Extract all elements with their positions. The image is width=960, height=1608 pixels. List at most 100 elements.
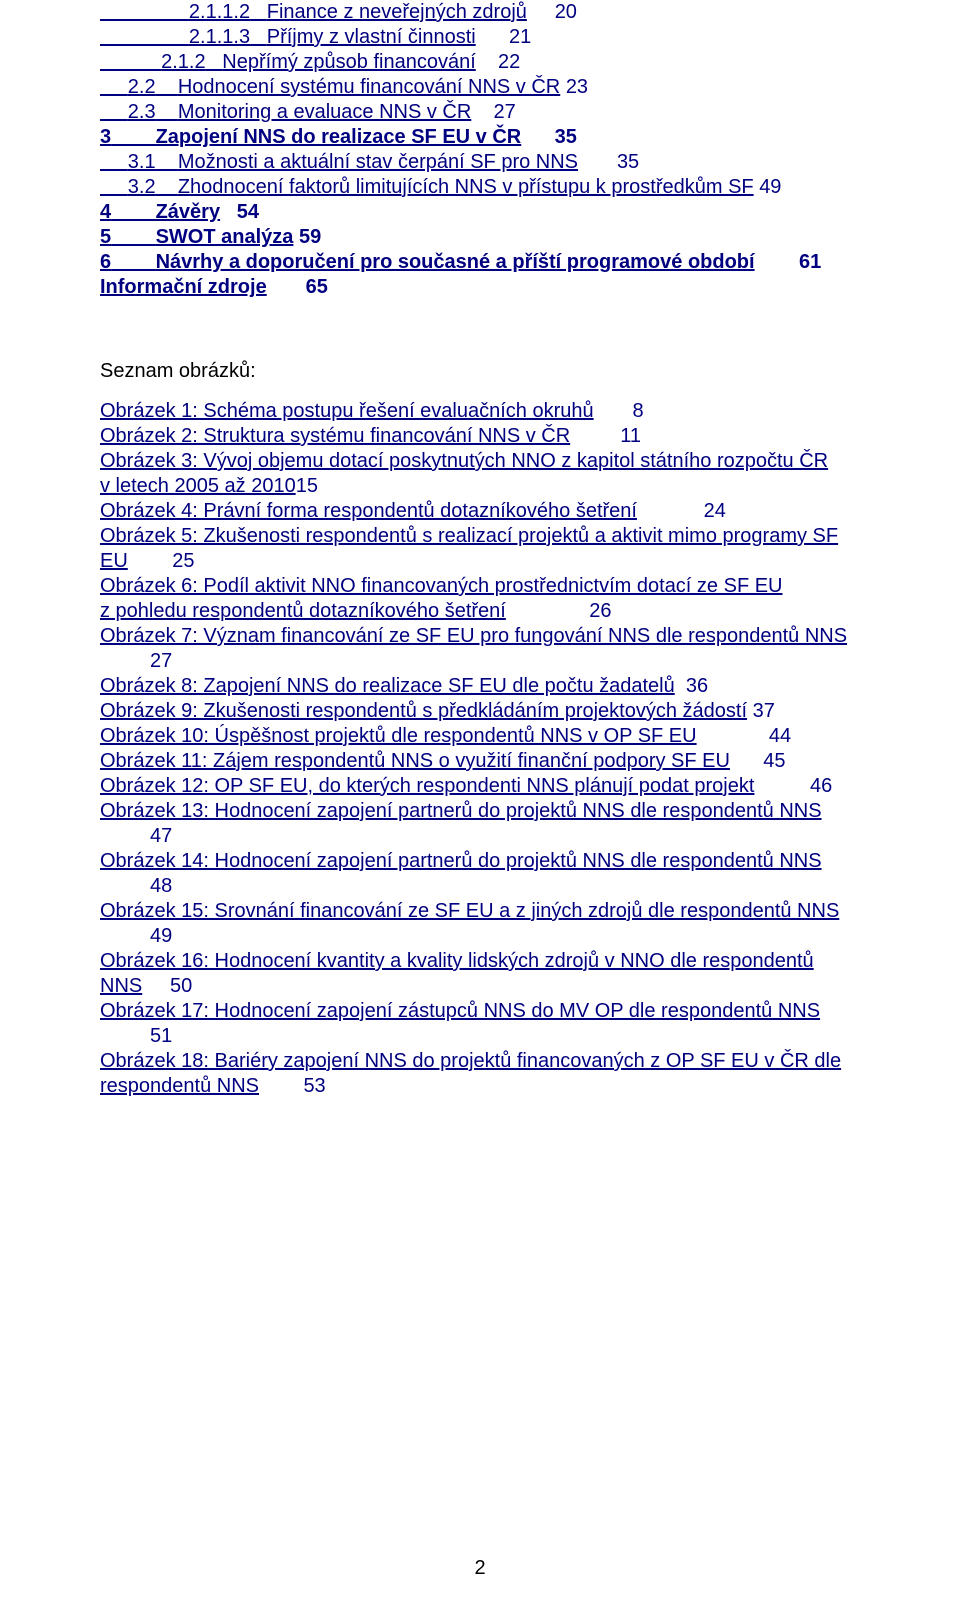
- toc-num: 4: [100, 201, 111, 223]
- figure-label: Obrázek 6: Podíl aktivit NNO financovaný…: [100, 575, 783, 597]
- figure-entry-6-cont[interactable]: z pohledu respondentů dotazníkového šetř…: [100, 599, 860, 624]
- figure-label: EU: [100, 550, 128, 572]
- toc-indent: [100, 76, 128, 98]
- toc-label: Závěry: [156, 201, 221, 223]
- page-number: 2: [0, 1557, 960, 1580]
- figure-label: Obrázek 17: Hodnocení zapojení zástupců …: [100, 1000, 820, 1022]
- figure-entry-17[interactable]: Obrázek 17: Hodnocení zapojení zástupců …: [100, 999, 860, 1024]
- toc-indent: [100, 176, 128, 198]
- figure-entry-7-cont[interactable]: 27: [100, 649, 860, 674]
- toc-num: 3: [100, 126, 111, 148]
- toc-page: 22: [498, 51, 520, 73]
- figure-entry-15[interactable]: Obrázek 15: Srovnání financování ze SF E…: [100, 899, 860, 924]
- toc-entry-2-3[interactable]: 2.3 Monitoring a evaluace NNS v ČR 27: [100, 100, 860, 125]
- toc-label: Návrhy a doporučení pro současné a příšt…: [156, 251, 755, 273]
- toc-label: SWOT analýza: [156, 226, 294, 248]
- figure-page: 25: [172, 550, 194, 572]
- figure-entry-3-cont[interactable]: v letech 2005 až 201015: [100, 474, 860, 499]
- toc-entry-2-1-2[interactable]: 2.1.2 Nepřímý způsob financování 22: [100, 50, 860, 75]
- toc-label: Nepřímý způsob financování: [222, 51, 475, 73]
- toc-entry-info[interactable]: Informační zdroje 65: [100, 275, 860, 300]
- toc-num: 3.2: [128, 176, 156, 198]
- toc-page: 35: [555, 126, 577, 148]
- figure-page: 49: [150, 925, 172, 947]
- toc-entry-3[interactable]: 3 Zapojení NNS do realizace SF EU v ČR 3…: [100, 125, 860, 150]
- figure-entry-12[interactable]: Obrázek 12: OP SF EU, do kterých respond…: [100, 774, 860, 799]
- figure-entry-14-cont[interactable]: 48: [100, 874, 860, 899]
- toc-page: 59: [299, 226, 321, 248]
- toc-entry-6[interactable]: 6 Návrhy a doporučení pro současné a pří…: [100, 250, 860, 275]
- figure-entry-2[interactable]: Obrázek 2: Struktura systému financování…: [100, 424, 860, 449]
- toc-entry-4[interactable]: 4 Závěry 54: [100, 200, 860, 225]
- toc-label: Zhodnocení faktorů limitujících NNS v př…: [178, 176, 754, 198]
- figure-entry-16-cont[interactable]: NNS 50: [100, 974, 860, 999]
- figure-entry-18-cont[interactable]: respondentů NNS 53: [100, 1074, 860, 1099]
- figure-page: 24: [704, 500, 726, 522]
- figure-label: NNS: [100, 975, 142, 997]
- figure-label: Obrázek 12: OP SF EU, do kterých respond…: [100, 775, 754, 797]
- toc-page: 20: [555, 1, 577, 23]
- toc-indent: [100, 51, 161, 73]
- toc-entry-2-2[interactable]: 2.2 Hodnocení systému financování NNS v …: [100, 75, 860, 100]
- figure-entry-13[interactable]: Obrázek 13: Hodnocení zapojení partnerů …: [100, 799, 860, 824]
- figure-label: Obrázek 3: Vývoj objemu dotací poskytnut…: [100, 450, 828, 472]
- figure-entry-5-cont[interactable]: EU 25: [100, 549, 860, 574]
- figure-entry-5[interactable]: Obrázek 5: Zkušenosti respondentů s real…: [100, 524, 860, 549]
- toc-num: 2.1.2: [161, 51, 205, 73]
- figure-page: 53: [303, 1075, 325, 1097]
- toc-entry-3-1[interactable]: 3.1 Možnosti a aktuální stav čerpání SF …: [100, 150, 860, 175]
- figure-label: Obrázek 4: Právní forma respondentů dota…: [100, 500, 637, 522]
- toc-page: 54: [237, 201, 259, 223]
- toc-indent: [100, 101, 128, 123]
- toc-entry-2-1-1-3[interactable]: 2.1.1.3 Příjmy z vlastní činnosti 21: [100, 25, 860, 50]
- figure-entry-9[interactable]: Obrázek 9: Zkušenosti respondentů s před…: [100, 699, 860, 724]
- toc-entry-2-1-1-2[interactable]: 2.1.1.2 Finance z neveřejných zdrojů 20: [100, 0, 860, 25]
- toc-page: 21: [509, 26, 531, 48]
- figure-page: 47: [150, 825, 172, 847]
- figure-label: Obrázek 9: Zkušenosti respondentů s před…: [100, 700, 747, 722]
- figure-entry-17-cont[interactable]: 51: [100, 1024, 860, 1049]
- toc-page: 35: [617, 151, 639, 173]
- figure-page: 44: [769, 725, 791, 747]
- figure-page: 51: [150, 1025, 172, 1047]
- toc-entry-5[interactable]: 5 SWOT analýza 59: [100, 225, 860, 250]
- figure-label: Obrázek 13: Hodnocení zapojení partnerů …: [100, 800, 822, 822]
- figure-page: 15: [296, 475, 318, 497]
- figure-label: z pohledu respondentů dotazníkového šetř…: [100, 600, 506, 622]
- figure-label: respondentů NNS: [100, 1075, 259, 1097]
- figure-label: Obrázek 5: Zkušenosti respondentů s real…: [100, 525, 838, 547]
- toc-label: Příjmy z vlastní činnosti: [267, 26, 476, 48]
- figure-entry-14[interactable]: Obrázek 14: Hodnocení zapojení partnerů …: [100, 849, 860, 874]
- figure-entry-4[interactable]: Obrázek 4: Právní forma respondentů dota…: [100, 499, 860, 524]
- figure-entry-13-cont[interactable]: 47: [100, 824, 860, 849]
- figure-label: Obrázek 1: Schéma postupu řešení evaluač…: [100, 400, 594, 422]
- figure-page: 36: [686, 675, 708, 697]
- figure-entry-16[interactable]: Obrázek 16: Hodnocení kvantity a kvality…: [100, 949, 860, 974]
- figure-entry-15-cont[interactable]: 49: [100, 924, 860, 949]
- figure-entry-8[interactable]: Obrázek 8: Zapojení NNS do realizace SF …: [100, 674, 860, 699]
- toc-label: Zapojení NNS do realizace SF EU v ČR: [156, 126, 522, 148]
- figure-page: 27: [150, 650, 172, 672]
- toc-entry-3-2[interactable]: 3.2 Zhodnocení faktorů limitujících NNS …: [100, 175, 860, 200]
- figure-page: 45: [763, 750, 785, 772]
- figure-entry-1[interactable]: Obrázek 1: Schéma postupu řešení evaluač…: [100, 399, 860, 424]
- toc-page: 27: [494, 101, 516, 123]
- figure-entry-10[interactable]: Obrázek 10: Úspěšnost projektů dle respo…: [100, 724, 860, 749]
- figure-label: Obrázek 11: Zájem respondentů NNS o využ…: [100, 750, 730, 772]
- toc-num: 2.2: [128, 76, 156, 98]
- toc-num: 2.1.1.2: [189, 1, 250, 23]
- figure-entry-3[interactable]: Obrázek 3: Vývoj objemu dotací poskytnut…: [100, 449, 860, 474]
- figure-label: Obrázek 7: Význam financování ze SF EU p…: [100, 625, 847, 647]
- toc-num: 5: [100, 226, 111, 248]
- figure-entry-6[interactable]: Obrázek 6: Podíl aktivit NNO financovaný…: [100, 574, 860, 599]
- toc-label: Finance z neveřejných zdrojů: [267, 1, 527, 23]
- toc-page: 61: [799, 251, 821, 273]
- figure-label: Obrázek 15: Srovnání financování ze SF E…: [100, 900, 839, 922]
- figure-label: Obrázek 14: Hodnocení zapojení partnerů …: [100, 850, 822, 872]
- figure-entry-18[interactable]: Obrázek 18: Bariéry zapojení NNS do proj…: [100, 1049, 860, 1074]
- figure-page: 11: [620, 425, 641, 447]
- figure-entry-7[interactable]: Obrázek 7: Význam financování ze SF EU p…: [100, 624, 860, 649]
- figure-label: Obrázek 16: Hodnocení kvantity a kvality…: [100, 950, 814, 972]
- toc-page: 65: [306, 276, 328, 298]
- figure-entry-11[interactable]: Obrázek 11: Zájem respondentů NNS o využ…: [100, 749, 860, 774]
